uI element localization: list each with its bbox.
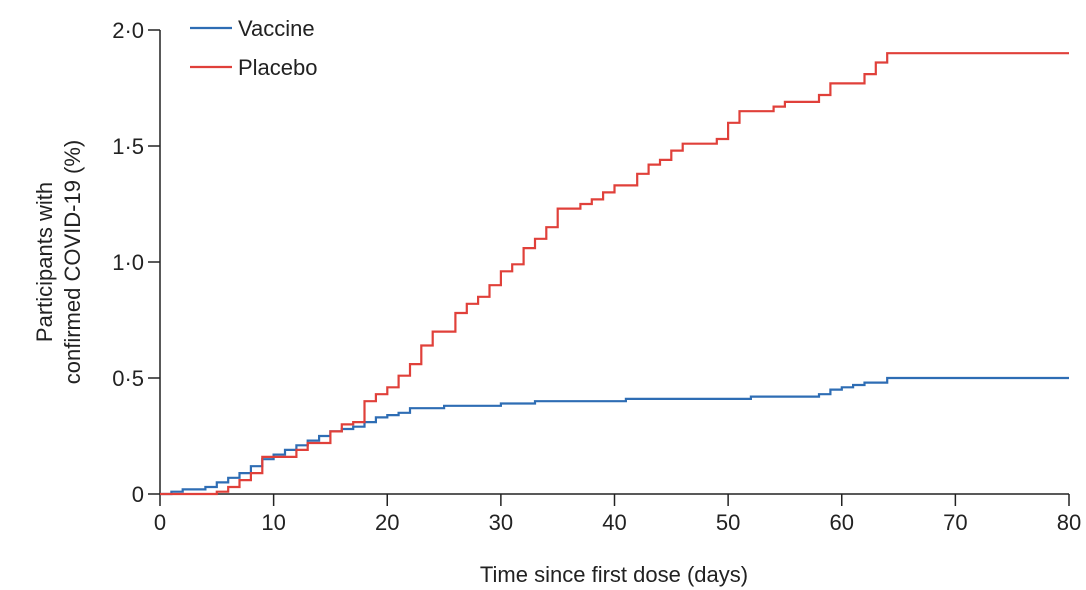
legend-label-vaccine: Vaccine	[238, 16, 315, 41]
x-tick-label: 30	[489, 510, 513, 535]
legend-label-placebo: Placebo	[238, 55, 318, 80]
y-axis-title-line-1: Participants with	[32, 182, 57, 342]
y-axis-title-line-2: confirmed COVID-19 (%)	[60, 140, 85, 385]
series-line-vaccine	[160, 376, 1069, 496]
y-tick-label: 0	[132, 482, 144, 507]
y-axis-ticks: 0 0·5 1·0 1·5 2·0	[112, 18, 160, 507]
x-tick-label: 80	[1057, 510, 1081, 535]
x-tick-label: 50	[716, 510, 740, 535]
x-tick-label: 20	[375, 510, 399, 535]
x-tick-label: 10	[261, 510, 285, 535]
y-tick-label: 0·5	[112, 366, 144, 391]
series-line-placebo	[160, 52, 1069, 496]
legend: Vaccine Placebo	[190, 16, 318, 80]
x-axis-ticks: 0 10 20 30 40 50 60 70 80	[154, 494, 1081, 535]
x-tick-label: 40	[602, 510, 626, 535]
x-axis-title: Time since first dose (days)	[480, 562, 748, 587]
series-layer	[160, 52, 1069, 496]
x-tick-label: 60	[830, 510, 854, 535]
x-tick-label: 70	[943, 510, 967, 535]
y-tick-label: 1·5	[112, 134, 144, 159]
y-tick-label: 2·0	[112, 18, 144, 43]
x-tick-label: 0	[154, 510, 166, 535]
y-tick-label: 1·0	[112, 250, 144, 275]
